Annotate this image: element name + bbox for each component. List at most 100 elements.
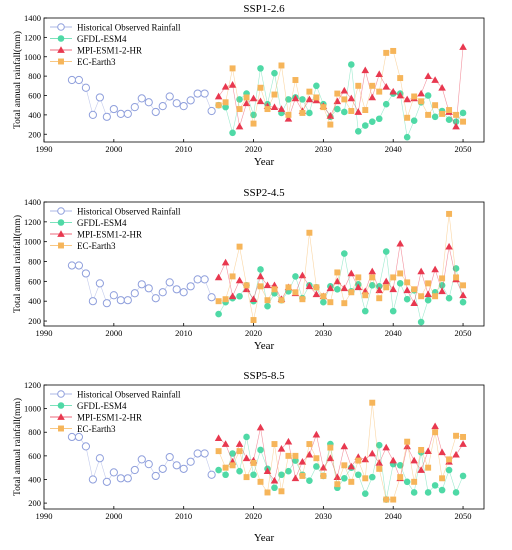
data-point (438, 448, 446, 456)
data-point (404, 438, 411, 445)
data-point (250, 471, 257, 479)
x-tick-label: 1990 (36, 328, 53, 338)
data-point (221, 82, 230, 90)
data-point (236, 106, 243, 113)
data-point (452, 265, 460, 272)
data-point (389, 285, 398, 293)
data-point (431, 113, 439, 121)
x-tick-label: 2030 (315, 328, 332, 338)
data-point (292, 457, 299, 464)
data-point (453, 274, 460, 281)
data-point (396, 91, 404, 99)
x-tick-label: 2010 (175, 144, 192, 154)
legend-label: Historical Observed Rainfall (77, 206, 181, 216)
data-point (417, 318, 425, 326)
data-point (278, 488, 285, 495)
legend-marker (57, 207, 65, 215)
data-point (95, 93, 104, 102)
data-point (368, 267, 377, 275)
data-point (354, 283, 363, 291)
y-tick-label: 600 (28, 451, 41, 461)
x-tick-label: 2030 (315, 144, 332, 154)
data-point (432, 429, 439, 436)
data-point (67, 75, 77, 85)
data-point (424, 92, 432, 99)
data-point (158, 102, 167, 111)
data-point (291, 474, 300, 482)
data-point (418, 98, 425, 105)
data-point (305, 282, 314, 290)
y-tick-label: 200 (28, 129, 41, 139)
data-point (313, 284, 320, 291)
data-point (334, 90, 341, 97)
data-point (361, 66, 370, 74)
data-point (102, 112, 111, 121)
data-point (284, 437, 293, 445)
data-point (445, 242, 453, 250)
data-point (299, 109, 306, 116)
x-tick-label: 2020 (245, 144, 262, 154)
data-point (383, 496, 390, 503)
x-tick-label: 1990 (36, 511, 53, 521)
legend-label: EC-Earth3 (77, 424, 116, 434)
data-point (285, 96, 292, 103)
data-point (130, 103, 139, 112)
y-tick-label: 1000 (24, 404, 41, 414)
data-point (368, 282, 376, 289)
series-line (218, 425, 464, 482)
data-point (256, 423, 265, 431)
series-historical-observed-rainfall (67, 75, 216, 121)
data-point (326, 284, 335, 292)
x-axis-label: Year (254, 156, 275, 168)
data-point (361, 122, 369, 129)
y-tick-label: 800 (28, 257, 41, 267)
data-point (243, 94, 250, 101)
data-point (130, 465, 139, 475)
data-point (172, 99, 181, 108)
legend-marker (58, 425, 64, 432)
data-point (389, 87, 398, 95)
data-point (445, 116, 453, 124)
data-point (116, 474, 125, 483)
data-point (390, 274, 397, 281)
legend-marker (57, 402, 65, 409)
legend-marker (58, 58, 64, 65)
series-ec-earth3 (215, 399, 467, 503)
data-point (396, 280, 404, 287)
data-point (341, 300, 348, 307)
data-point (249, 295, 258, 303)
y-axis-label: Total annual rainfall(mm) (12, 398, 23, 496)
data-point (236, 292, 243, 300)
data-point (334, 269, 341, 276)
data-point (445, 466, 453, 474)
data-point (432, 102, 439, 109)
data-point (347, 462, 356, 470)
data-point (271, 91, 278, 98)
x-tick-label: 2050 (455, 144, 472, 154)
data-point (81, 442, 91, 451)
data-point (459, 440, 467, 447)
data-point (222, 103, 229, 111)
data-point (222, 464, 229, 471)
data-point (263, 281, 272, 289)
data-point (200, 449, 209, 458)
data-point (256, 97, 265, 105)
data-point (459, 298, 467, 306)
data-point (411, 286, 418, 293)
data-point (361, 490, 369, 497)
data-point (88, 475, 97, 484)
legend-label: EC-Earth3 (77, 241, 116, 251)
data-point (242, 285, 251, 293)
y-tick-label: 800 (28, 71, 41, 81)
data-point (404, 279, 411, 286)
data-point (320, 293, 327, 300)
data-point (306, 441, 313, 448)
data-point (382, 100, 390, 108)
data-point (165, 452, 174, 462)
x-tick-label: 2040 (385, 511, 402, 521)
x-tick-label: 2000 (105, 144, 122, 154)
y-tick-label: 200 (28, 316, 41, 326)
data-point (417, 89, 425, 97)
data-point (452, 489, 460, 496)
data-point (172, 461, 181, 470)
